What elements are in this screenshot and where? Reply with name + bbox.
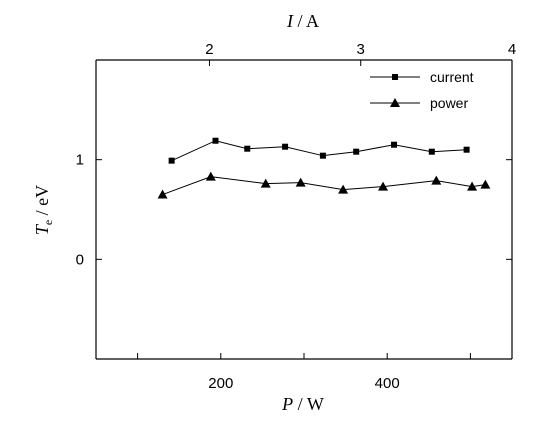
data-point-current (244, 145, 251, 152)
data-point-current (168, 157, 175, 164)
data-point-current (319, 152, 326, 159)
legend-power-label: power (430, 95, 468, 111)
y-axis-unit: eV (32, 185, 52, 206)
data-point-current (428, 148, 435, 155)
data-point-power (338, 184, 349, 194)
data-point-current (463, 146, 470, 153)
left-tick-label: 1 (76, 152, 84, 169)
bottom-axis-unit: W (307, 394, 324, 414)
ticks: 200 400 2 3 4 0 1 (76, 41, 517, 392)
top-axis-title: I / A (286, 11, 319, 31)
legend-current-label: current (430, 69, 474, 85)
legend: current power (370, 69, 474, 111)
bottom-axis-title: P / W (281, 394, 324, 414)
bottom-axis-sep: / (293, 394, 307, 414)
bottom-axis-var: P (281, 394, 293, 414)
top-axis-unit: A (306, 11, 319, 31)
data-point-power (205, 171, 216, 181)
data-point-power (260, 178, 271, 188)
data-point-power (467, 181, 478, 191)
y-axis-title: Te / eV (32, 185, 55, 235)
top-tick-label: 3 (357, 41, 365, 58)
data-point-current (212, 137, 219, 144)
data-point-current (282, 143, 289, 150)
legend-power-marker (390, 98, 400, 107)
y-axis-sep: / (32, 206, 52, 220)
data-point-current (391, 141, 398, 148)
top-tick-label: 2 (205, 41, 213, 58)
top-tick-label: 4 (508, 41, 516, 58)
data-point-power (480, 179, 491, 189)
data-point-power (157, 189, 168, 199)
legend-current-marker (392, 74, 398, 80)
y-axis-var: T (32, 223, 52, 235)
series-group (157, 137, 491, 199)
left-tick-label: 0 (76, 251, 84, 268)
top-axis-var: I (286, 11, 294, 31)
top-axis-sep: / (293, 11, 306, 31)
bottom-tick-label: 400 (375, 375, 400, 392)
data-point-power (431, 175, 442, 185)
data-point-power (378, 181, 389, 191)
data-point-current (353, 148, 360, 155)
bottom-tick-label: 200 (208, 375, 233, 392)
y-axis-subscript: e (41, 220, 55, 225)
data-point-power (295, 177, 306, 187)
